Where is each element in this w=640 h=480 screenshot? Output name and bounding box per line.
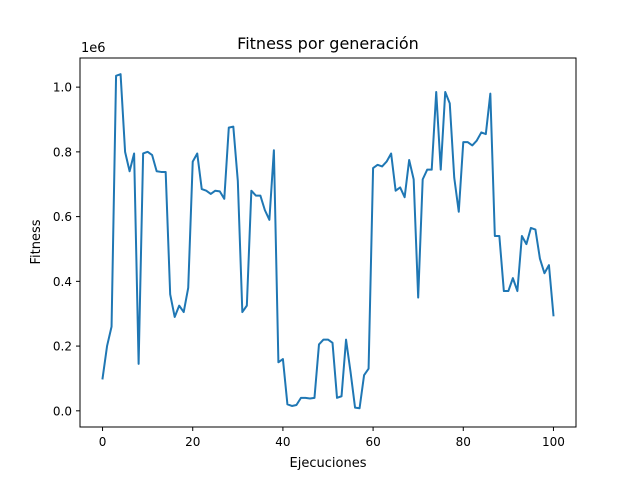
x-axis: 0 20 40 60 80 100 bbox=[99, 427, 565, 449]
y-tick-label: 0.0 bbox=[53, 404, 72, 418]
x-axis-label: Ejecuciones bbox=[290, 456, 367, 471]
x-tick-label: 40 bbox=[275, 435, 290, 449]
y-offset-label: 1e6 bbox=[81, 41, 106, 56]
x-tick-label: 20 bbox=[185, 435, 200, 449]
x-tick-label: 0 bbox=[99, 435, 107, 449]
y-tick-label: 0.6 bbox=[53, 210, 72, 224]
y-tick-label: 1.0 bbox=[53, 81, 72, 95]
chart-title: Fitness por generación bbox=[237, 34, 419, 53]
x-tick-label: 60 bbox=[365, 435, 380, 449]
x-tick-label: 100 bbox=[542, 435, 565, 449]
y-tick-label: 0.4 bbox=[53, 275, 72, 289]
x-tick-label: 80 bbox=[456, 435, 471, 449]
y-axis-label: Fitness bbox=[29, 219, 44, 264]
plot-area bbox=[101, 73, 555, 410]
y-axis: 0.0 0.2 0.4 0.6 0.8 1.0 bbox=[53, 81, 80, 418]
y-tick-label: 0.2 bbox=[53, 340, 72, 354]
axes-frame bbox=[79, 57, 577, 428]
y-tick-label: 0.8 bbox=[53, 145, 72, 159]
fitness-series-line bbox=[101, 73, 555, 410]
